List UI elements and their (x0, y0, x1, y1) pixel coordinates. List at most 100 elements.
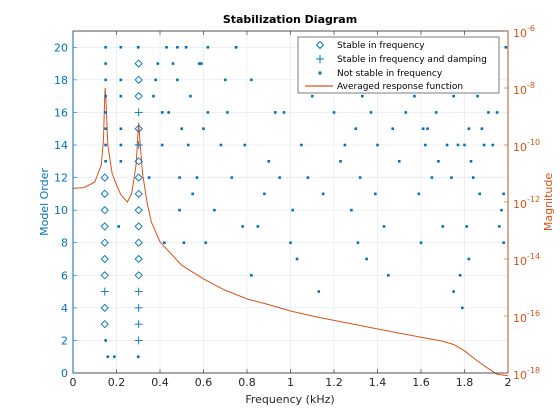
stable-frequency-point (134, 157, 143, 166)
stable-frequency-point (134, 173, 143, 182)
not-stable-point (219, 143, 223, 147)
y-right-tick-label: 10-6 (513, 24, 535, 40)
stable-frequency-point (100, 271, 109, 280)
y-left-tick-label: 4 (61, 302, 68, 315)
not-stable-point (382, 225, 386, 228)
not-stable-point (119, 143, 123, 147)
not-stable-point (482, 143, 486, 147)
not-stable-point (182, 241, 186, 245)
not-stable-point (463, 143, 466, 147)
x-tick-label: 1 (287, 376, 294, 389)
not-stable-point (404, 111, 408, 114)
not-stable-point (437, 159, 440, 163)
x-tick-label: 1.4 (369, 376, 387, 389)
not-stable-point (156, 62, 160, 65)
legend-item-averaged-response: Averaged response function (305, 82, 463, 92)
y-right-tick-label: 10-14 (513, 252, 540, 268)
not-stable-point (467, 257, 471, 261)
not-stable-point (180, 127, 184, 131)
not-stable-point (458, 273, 462, 277)
not-stable-point (104, 111, 107, 114)
not-stable-point (104, 159, 107, 163)
x-tick-label: 0.4 (151, 376, 169, 389)
not-stable-point (263, 192, 266, 196)
y-left-tick-label: 10 (54, 204, 68, 217)
not-stable-point (471, 176, 475, 179)
stable-frequency-point (134, 124, 143, 133)
stable-frequency-point (100, 222, 109, 231)
not-stable-point (136, 45, 140, 49)
not-stable-point (291, 208, 294, 212)
legend-box (297, 36, 500, 94)
stable-frequency-damping-point (134, 303, 143, 312)
not-stable-point (500, 208, 503, 212)
not-stable-point (504, 45, 508, 49)
chart-title: Stabilization Diagram (223, 13, 357, 26)
not-stable-point (421, 127, 425, 131)
stable-frequency-point (134, 254, 143, 264)
not-stable-point (119, 159, 123, 163)
not-stable-point (119, 45, 123, 49)
not-stable-point (136, 355, 140, 359)
not-stable-point (491, 143, 495, 147)
not-stable-point (250, 78, 253, 82)
not-stable-point (424, 143, 427, 147)
y-right-tick-label: 10-18 (513, 366, 540, 382)
not-stable-point (387, 273, 390, 277)
not-stable-point (300, 143, 303, 147)
not-stable-point (104, 127, 107, 131)
stable-frequency-point (134, 189, 143, 198)
y-right-tick-label: 10-16 (513, 309, 540, 325)
not-stable-point (178, 208, 181, 212)
y-right-tick-label: 10-8 (513, 81, 535, 97)
stable-frequency-point (134, 238, 143, 247)
not-stable-point (434, 111, 438, 114)
not-stable-point (339, 159, 342, 163)
not-stable-point (152, 94, 155, 98)
not-stable-point (160, 143, 164, 147)
not-stable-point (456, 143, 460, 147)
not-stable-point (273, 111, 277, 114)
not-stable-point (360, 94, 364, 98)
not-stable-point (306, 176, 310, 179)
stable-frequency-point (100, 189, 109, 198)
legend-label: Stable in frequency (337, 41, 425, 51)
stable-frequency-damping-point (134, 336, 143, 345)
not-stable-point (467, 127, 471, 131)
not-stable-point (154, 78, 157, 82)
x-tick-label: 1.2 (325, 376, 343, 389)
not-stable-point (469, 159, 473, 163)
y-left-tick-label: 8 (61, 237, 68, 250)
not-stable-point (104, 339, 107, 342)
stable-frequency-point (134, 59, 143, 68)
y-right-tick-label: 10-10 (513, 138, 540, 154)
not-stable-point (391, 127, 395, 131)
not-stable-point (478, 192, 482, 196)
y-left-tick-label: 12 (54, 172, 68, 185)
plus-marker-icon (316, 55, 324, 63)
x-tick-label: 0.6 (195, 376, 213, 389)
not-stable-point (343, 143, 347, 147)
not-stable-point (502, 241, 505, 245)
y-left-tick-label: 16 (54, 106, 68, 119)
legend-label: Averaged response function (337, 82, 463, 92)
stable-frequency-point (134, 92, 143, 101)
not-stable-point (204, 241, 207, 245)
not-stable-point (113, 355, 116, 359)
stable-frequency-point (134, 271, 143, 280)
stable-frequency-damping-point (134, 141, 143, 149)
not-stable-point (171, 62, 175, 65)
not-stable-point (189, 94, 192, 98)
not-stable-point (202, 127, 205, 131)
not-stable-point (476, 94, 479, 98)
not-stable-point (226, 111, 229, 114)
x-tick-label: 0.8 (238, 376, 256, 389)
not-stable-point (487, 111, 490, 114)
axes: 0 0.2 0.4 0.6 0.8 1 1.2 1.4 1.6 1.8 20246810121416… (54, 24, 540, 389)
not-stable-point (282, 111, 286, 114)
not-stable-point (165, 45, 168, 49)
not-stable-point (230, 176, 234, 179)
diamond-marker-icon (315, 40, 325, 50)
not-stable-point (413, 94, 416, 98)
